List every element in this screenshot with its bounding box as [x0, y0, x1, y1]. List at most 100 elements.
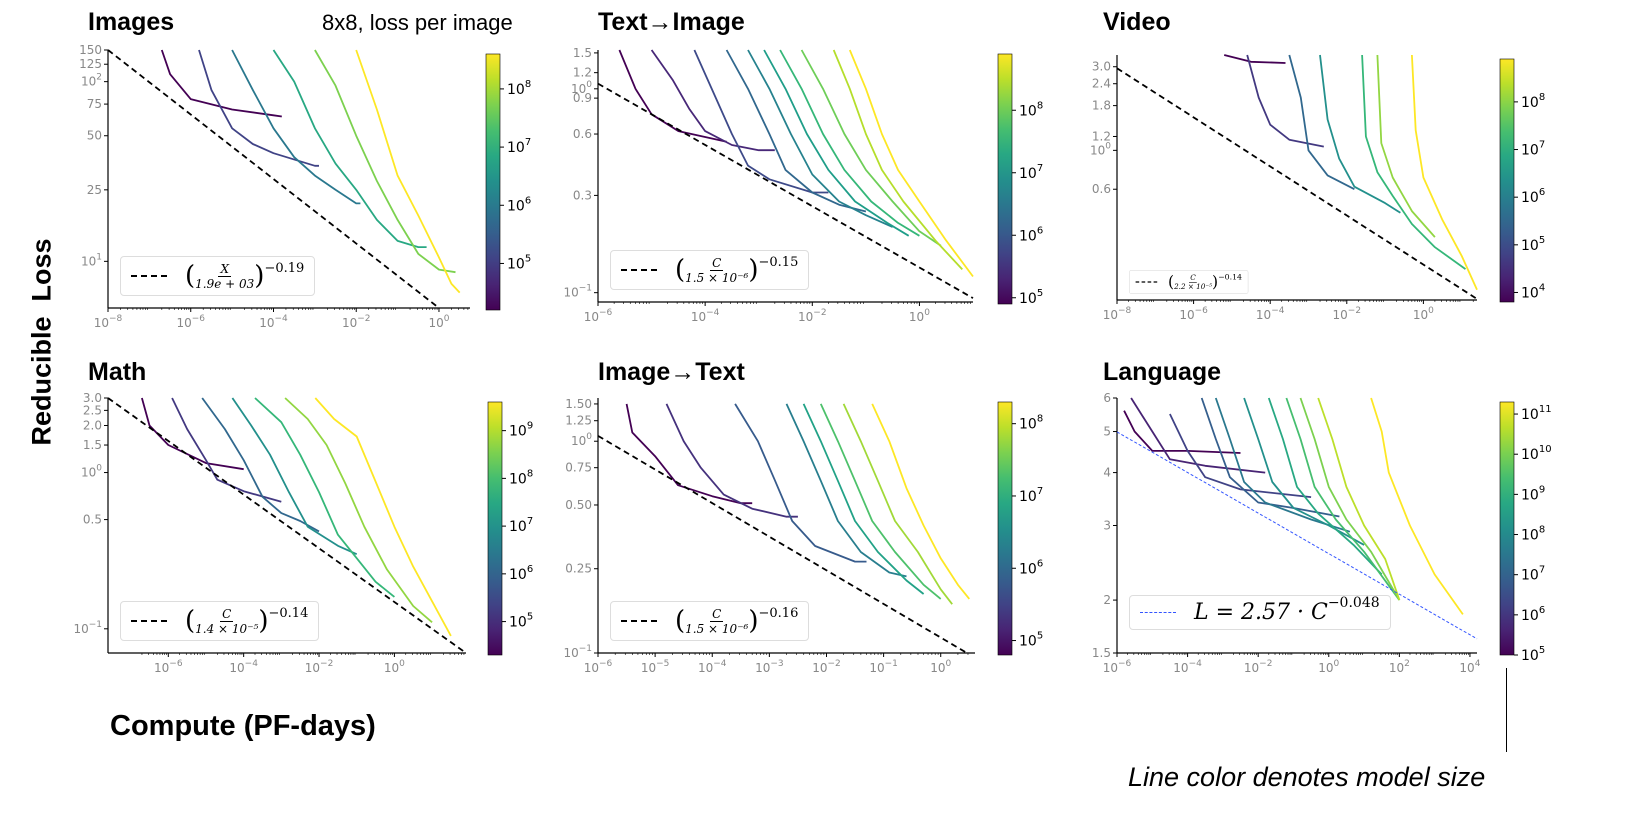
x-tick-label-exponent: 2	[1404, 659, 1410, 669]
series-line-5	[355, 49, 461, 294]
y-tick-label-base: 3.0	[83, 391, 102, 405]
y-tick-label: 0.75	[565, 461, 592, 475]
legend-fraction: C 1.5 × 10⁻⁶	[685, 607, 748, 636]
y-tick-label: 2.0	[83, 419, 102, 433]
x-tick-label-base: 10	[691, 310, 706, 324]
y-tick-label: 0.25	[565, 562, 592, 576]
legend-exponent: −0.19	[264, 260, 305, 276]
x-tick-label-base: 10	[641, 661, 656, 675]
y-tick-label-base: 10	[571, 82, 586, 96]
legend: (C 1.5 × 10⁻⁶) −0.15	[610, 250, 810, 290]
colorbar-tick-base: 10	[1521, 528, 1539, 544]
panel-2: 10−8 10−6 10−4 10−2 1000.61001.21.82.43.0104…	[1090, 54, 1545, 322]
series-line-7	[871, 403, 970, 600]
x-tick-label: 10−6	[154, 659, 183, 675]
series-line-3	[231, 397, 358, 556]
y-tick-label-base: 1.2	[573, 66, 592, 80]
y-tick-label-exponent: 0	[586, 80, 592, 90]
colorbar-tick-label: 107	[509, 516, 533, 535]
y-tick-label: 102	[81, 73, 102, 89]
legend-numerator: C	[1189, 273, 1198, 283]
panel-title: Math	[88, 358, 147, 386]
y-tick-label: 25	[87, 183, 102, 197]
colorbar-tick-label: 106	[1521, 187, 1545, 206]
colorbar-tick-exponent: 9	[1539, 484, 1545, 495]
legend-exponent: −0.14	[268, 605, 309, 621]
colorbar-tick-exponent: 6	[1539, 605, 1545, 616]
legend-exponent: −0.14	[1218, 272, 1243, 282]
y-tick-label-base: 10	[563, 646, 578, 660]
colorbar-tick-label: 1010	[1521, 444, 1552, 463]
x-tick-label-exponent: −2	[357, 314, 370, 324]
x-tick-label: 10−2	[1333, 306, 1362, 322]
colorbar-tick-exponent: 8	[1037, 414, 1043, 425]
colorbar-tick-base: 10	[1521, 407, 1539, 423]
y-tick-label: 100	[571, 432, 592, 448]
legend-swatch	[621, 269, 657, 271]
x-tick-label-exponent: −8	[1118, 306, 1132, 316]
x-tick-label-base: 10	[1413, 308, 1428, 322]
panel-title: Language	[1103, 358, 1222, 386]
series-line-3	[785, 403, 907, 578]
y-tick-label-base: 0.6	[1092, 182, 1111, 196]
colorbar-tick-exponent: 7	[525, 137, 531, 148]
x-tick-label-base: 10	[1389, 661, 1404, 675]
x-tick-label-base: 10	[1103, 661, 1118, 675]
fit-line	[108, 397, 467, 653]
legend-denominator: 1.9e + 03	[195, 276, 255, 291]
x-tick-label-exponent: −2	[1348, 306, 1361, 316]
series-line-6	[779, 49, 920, 237]
colorbar-tick-label: 105	[1521, 645, 1545, 664]
colorbar-tick-label: 108	[1019, 414, 1043, 433]
fit-line	[1117, 431, 1478, 640]
series-line-4	[314, 49, 456, 274]
x-tick-label-base: 10	[1244, 661, 1259, 675]
colorbar-tick-base: 10	[1521, 568, 1539, 584]
series-line-0	[160, 49, 282, 118]
x-tick-label: 100	[1318, 659, 1339, 675]
legend-swatch	[1140, 612, 1176, 613]
x-tick-label-base: 10	[154, 661, 169, 675]
x-tick-label: 10−4	[698, 659, 727, 675]
colorbar-tick-base: 10	[1521, 238, 1539, 254]
series-line-7	[800, 49, 942, 247]
y-tick-label: 1.2	[573, 66, 592, 80]
y-tick-label-exponent: −1	[579, 284, 592, 294]
x-tick-label-exponent: −2	[813, 308, 826, 318]
colorbar-tick-exponent: 9	[527, 421, 533, 432]
y-tick-label: 0.50	[565, 498, 592, 512]
colorbar-tick-base: 10	[1019, 417, 1037, 433]
y-tick-label-base: 10	[81, 254, 96, 268]
colorbar-tick-exponent: 5	[1037, 631, 1043, 642]
x-tick-label: 10−6	[584, 659, 613, 675]
y-tick-label-base: 75	[87, 97, 102, 111]
colorbar-tick-label: 109	[509, 421, 533, 440]
x-tick-label-exponent: 0	[399, 659, 405, 669]
x-tick-label: 100	[909, 308, 930, 324]
series-group	[1117, 54, 1478, 300]
colorbar-tick-base: 10	[509, 567, 527, 583]
series-line-7	[1285, 397, 1401, 601]
series-line-1	[171, 397, 282, 503]
x-tick-label-exponent: −4	[713, 659, 727, 669]
legend: (X 1.9e + 03) −0.19	[120, 256, 316, 296]
x-tick-label-exponent: −8	[109, 314, 123, 324]
series-line-2	[201, 397, 320, 533]
x-tick-label: 10−4	[259, 314, 288, 330]
y-tick-label: 10−1	[73, 620, 102, 636]
colorbar-tick-base: 10	[1521, 648, 1539, 664]
legend-denominator: 1.4 × 10⁻⁵	[195, 621, 259, 636]
x-tick-label-exponent: −6	[1195, 306, 1209, 316]
colorbar-tick-exponent: 10	[1539, 444, 1552, 455]
colorbar-tick-exponent: 7	[1539, 140, 1545, 151]
y-tick-label-exponent: 0	[586, 432, 592, 442]
series-line-1	[1246, 54, 1324, 148]
x-tick-label: 10−2	[812, 659, 841, 675]
x-tick-label-base: 10	[94, 316, 109, 330]
legend-swatch	[621, 620, 657, 622]
y-tick-label: 5	[1103, 425, 1111, 439]
y-tick-label-base: 0.5	[83, 513, 102, 527]
fit-line	[598, 82, 974, 299]
x-tick-label-exponent: −4	[245, 659, 259, 669]
y-tick-label-exponent: 0	[1105, 141, 1111, 151]
